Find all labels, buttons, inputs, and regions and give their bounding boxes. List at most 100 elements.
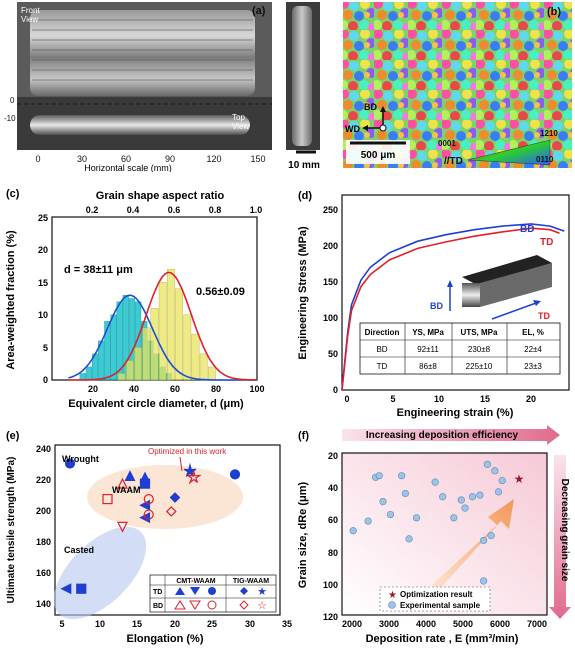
experimental-point	[398, 472, 406, 480]
curve-bd	[341, 223, 565, 391]
top-ticks: 0.2 0.4 0.6 0.8 1.0	[86, 205, 263, 215]
plot-frame	[341, 194, 570, 391]
table-cell: 22±4	[524, 345, 542, 354]
f-ylabel: Grain size, dRe (μm)	[297, 481, 309, 588]
scatter-point	[143, 509, 154, 520]
c-ytick: 5	[43, 343, 48, 353]
top-tick: 0.2	[86, 205, 99, 215]
histogram-bar-ratio	[134, 347, 142, 381]
d-xtick: 20	[526, 394, 536, 404]
a-ytick: 20	[8, 60, 17, 69]
experimental-point	[480, 577, 488, 585]
e-ytick: 220	[36, 475, 51, 485]
experimental-point	[379, 497, 387, 506]
wall-top-view	[30, 115, 250, 135]
histogram-bar-d	[85, 366, 92, 381]
scatter-point	[139, 478, 151, 489]
e-xticks: 5 10 15 20 25 30 35	[59, 619, 292, 629]
f-ytick: 20	[328, 451, 338, 461]
panel-e-label: (e)	[6, 430, 20, 442]
table-cell: 86±8	[419, 362, 437, 371]
sample-inset: BD TD	[430, 255, 552, 321]
histogram-bar-ratio	[183, 314, 192, 381]
wall-front-view	[30, 10, 255, 96]
panel-f-chart: (f) Increasing deposition efficiency Dec…	[297, 425, 571, 645]
experimental-point	[405, 535, 413, 543]
histogram-bar-ratio	[167, 268, 175, 381]
c-ytick: 0	[43, 375, 48, 385]
e-xlabel: Elongation (%)	[127, 633, 204, 645]
c-xtick: 40	[129, 384, 139, 394]
scale-bar-label: 500 μm	[361, 150, 396, 161]
scatter-point	[117, 521, 128, 533]
table-cell: TD	[377, 362, 388, 371]
histogram-bar-ratio	[208, 366, 216, 381]
wrought-label: Wrought	[62, 454, 99, 464]
e-ytick: 140	[36, 599, 51, 609]
properties-table: Direction YS, MPa UTS, MPa EL, % BD 92±1…	[359, 322, 561, 375]
a-ytick: 50	[8, 6, 17, 15]
d-xtick: 10	[434, 394, 444, 404]
f-ytick: 100	[323, 580, 338, 590]
scatter-point	[165, 506, 177, 517]
scatter-point	[76, 583, 87, 594]
legend-exp: Experimental sample	[400, 601, 481, 610]
f-ytick: 40	[328, 483, 338, 493]
histogram-bar-d	[79, 373, 86, 381]
d-xlabel: Engineering strain (%)	[397, 407, 514, 419]
panel-b: (b) BD WD 500 μm 0001 1210 0110 //TD	[340, 0, 575, 172]
histogram-bar-ratio	[117, 373, 126, 381]
legend-tig: TIG-WAAM	[233, 578, 269, 585]
c-xlabel: Equivalent circle diameter, d (μm)	[68, 398, 244, 410]
e-xtick: 15	[132, 619, 142, 629]
histogram-bar-ratio	[175, 288, 183, 381]
fit-curve-d	[68, 294, 257, 381]
svg-text:☆: ☆	[257, 600, 267, 612]
experimental-point	[450, 514, 458, 522]
table-header: Direction	[365, 328, 400, 337]
waam-region	[87, 465, 243, 529]
a-xtick: 90	[165, 154, 175, 164]
a-xtick: 30	[77, 154, 87, 164]
experimental-point	[457, 496, 465, 504]
panel-c: (c) Grain shape aspect ratio 0.2 0.4 0.6…	[0, 185, 290, 420]
d-ytick: 0	[333, 385, 338, 395]
casted-label: Casted	[64, 545, 94, 555]
a-ytick: 10	[8, 78, 17, 87]
panel-f: (f) Increasing deposition efficiency Dec…	[292, 425, 575, 648]
scatter-point	[64, 458, 76, 469]
table-cell: 92±11	[417, 345, 439, 354]
top-tick: 0.8	[209, 205, 222, 215]
panel-e: (e) Wrought WAAM Casted Optimized in thi…	[0, 425, 292, 648]
svg-text:★: ★	[388, 590, 397, 601]
e-xtick: 20	[170, 619, 180, 629]
top-tick: 0.6	[168, 205, 181, 215]
d-ylabel: Engineering Stress (MPa)	[297, 226, 309, 360]
legend-opt: Optimization result	[400, 590, 473, 599]
bd-wd-axes: BD WD	[345, 102, 387, 134]
f-yticks: 20 40 60 80 100 120	[323, 451, 338, 622]
d-ytick: 200	[323, 241, 338, 251]
curve-td	[341, 227, 560, 391]
d-yticks: 0 50 100 150 200 250	[323, 205, 338, 395]
panel-a-svg: 50 40 30 20 10 0 -10 Front View Top View (…	[4, 2, 320, 173]
experimental-point	[364, 517, 372, 525]
panel-b-svg: (b) BD WD 500 μm 0001 1210 0110 //TD	[343, 2, 572, 168]
fit-curve-ratio	[68, 271, 257, 381]
c-yticks: 0 5 10 15 20 25	[38, 213, 48, 385]
panel-d-label: (d)	[298, 190, 312, 202]
panel-a-x-ticks: 0 30 60 90 120 150	[35, 154, 265, 164]
experimental-point	[401, 489, 409, 498]
ipf-legend: 0001 1210 0110 //TD	[438, 129, 558, 167]
panel-d: (d) BD TD BD TD Direction YS, MPa	[292, 185, 575, 420]
trend-arrow	[432, 499, 514, 591]
scatter-point	[117, 477, 128, 489]
f-xtick: 7000	[527, 619, 547, 629]
grain-size-arrow	[549, 455, 571, 619]
f-xtick: 4000	[416, 619, 436, 629]
a-xtick: 60	[121, 154, 131, 164]
c-ylabel: Area-weighted fraction (%)	[5, 230, 17, 370]
experimental-point	[487, 532, 495, 540]
e-xtick: 25	[207, 619, 217, 629]
a-xtick: 120	[206, 154, 221, 164]
